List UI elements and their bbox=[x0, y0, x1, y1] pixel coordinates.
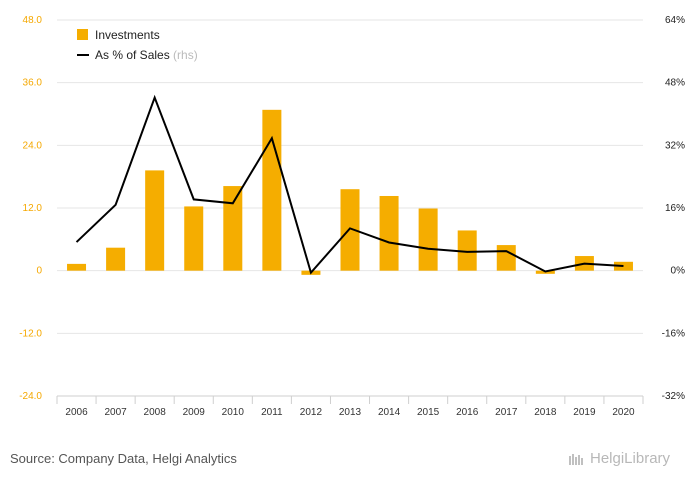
x-tick-label: 2017 bbox=[495, 407, 518, 418]
legend-label-sales-share: As % of Sales (rhs) bbox=[95, 48, 198, 62]
investment-bar bbox=[496, 245, 516, 271]
left-tick-label: -24.0 bbox=[19, 391, 42, 402]
investment-bar bbox=[613, 261, 633, 271]
helgi-library-logo: HelgiLibrary bbox=[568, 450, 670, 467]
legend-label-investments: Investments bbox=[95, 28, 160, 42]
right-axis-ticks: 64% 48% 32% 16% 0% -16% -32% bbox=[662, 15, 685, 402]
x-tick-label: 2014 bbox=[378, 407, 401, 418]
left-tick-label: 36.0 bbox=[23, 78, 43, 89]
x-tick-label: 2015 bbox=[417, 407, 440, 418]
x-tick-label: 2013 bbox=[339, 407, 362, 418]
investment-bar bbox=[145, 170, 165, 271]
x-axis: 2006 2007 2008 2009 2010 2011 2012 2013 2014 2015… bbox=[56, 395, 644, 418]
legend-swatch-investments bbox=[77, 29, 88, 40]
right-tick-label: 64% bbox=[665, 15, 685, 26]
left-axis-ticks: 48.0 36.0 24.0 12.0 0 -12.0 -24.0 bbox=[19, 15, 42, 402]
investment-bar bbox=[379, 195, 399, 271]
x-tick-label: 2016 bbox=[456, 407, 479, 418]
left-tick-label: 24.0 bbox=[23, 140, 43, 151]
investment-bar bbox=[418, 208, 438, 271]
x-tick-label: 2019 bbox=[573, 407, 596, 418]
x-tick-label: 2009 bbox=[183, 407, 206, 418]
x-tick-label: 2008 bbox=[144, 407, 167, 418]
bar-series bbox=[67, 109, 633, 275]
left-tick-label: 48.0 bbox=[23, 15, 43, 26]
x-tick-label: 2007 bbox=[104, 407, 127, 418]
left-tick-label: 0 bbox=[36, 266, 42, 277]
right-tick-label: 48% bbox=[665, 78, 685, 89]
left-tick-label: 12.0 bbox=[23, 203, 43, 214]
investment-bar bbox=[340, 189, 360, 271]
x-tick-label: 2006 bbox=[65, 407, 88, 418]
x-tick-label: 2018 bbox=[534, 407, 557, 418]
legend-rhs-note: (rhs) bbox=[173, 48, 198, 62]
investment-bar bbox=[67, 263, 87, 271]
logo-text: HelgiLibrary bbox=[590, 450, 671, 467]
source-note: Source: Company Data, Helgi Analytics bbox=[10, 451, 237, 466]
right-tick-label: -16% bbox=[662, 328, 685, 339]
sales-share-line bbox=[75, 94, 624, 275]
chart: 48.0 36.0 24.0 12.0 0 -12.0 -24.0 64% 48% 32% 16%… bbox=[19, 15, 685, 418]
right-tick-label: 32% bbox=[665, 140, 685, 151]
x-tick-label: 2010 bbox=[222, 407, 245, 418]
right-tick-label: 0% bbox=[671, 266, 686, 277]
left-tick-label: -12.0 bbox=[19, 328, 42, 339]
line-series bbox=[75, 94, 624, 275]
x-tick-label: 2012 bbox=[300, 407, 323, 418]
investment-bar bbox=[223, 186, 243, 271]
x-tick-label: 2020 bbox=[612, 407, 635, 418]
investment-bar bbox=[457, 230, 477, 271]
library-logo-icon bbox=[569, 453, 583, 465]
right-tick-label: 16% bbox=[665, 203, 685, 214]
right-tick-label: -32% bbox=[662, 391, 685, 402]
legend: Investments As % of Sales (rhs) bbox=[77, 28, 198, 62]
investment-bar bbox=[262, 109, 282, 271]
investment-bar bbox=[106, 247, 126, 271]
x-tick-label: 2011 bbox=[261, 407, 283, 418]
investment-bar bbox=[184, 206, 204, 271]
